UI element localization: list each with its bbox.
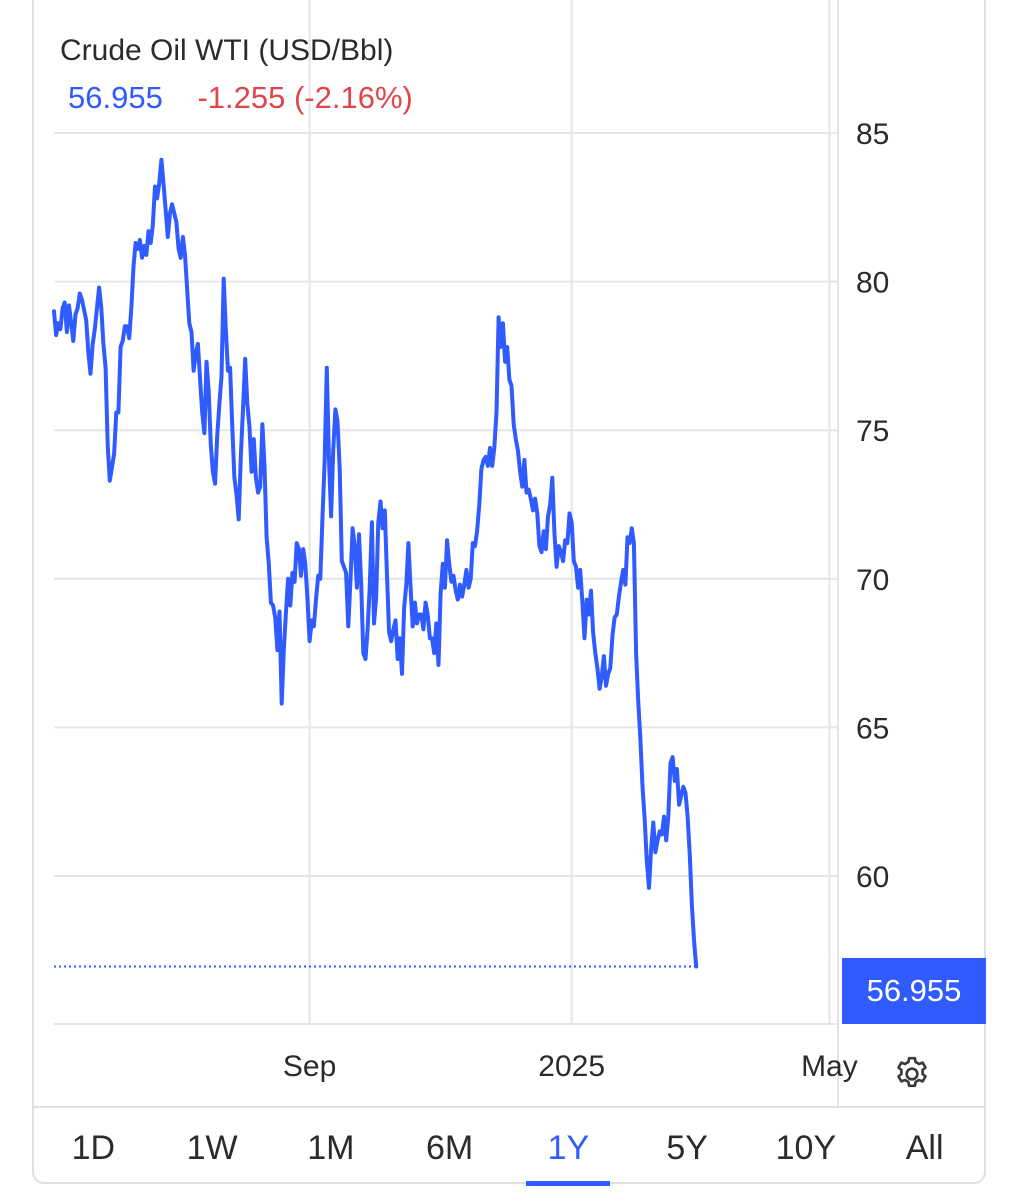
last-price-tag: 56.955	[842, 958, 986, 1025]
settings-button[interactable]	[888, 1050, 936, 1098]
last-price: 56.955	[68, 80, 163, 115]
chart-frame	[32, 0, 986, 1184]
range-tab-1d[interactable]: 1D	[71, 1129, 116, 1167]
y-tick-label: 65	[856, 712, 889, 745]
x-tick-label: May	[801, 1050, 858, 1083]
price-change: -1.255 (-2.16%)	[197, 80, 412, 115]
x-grid-lines	[308, 0, 831, 1024]
chart-title: Crude Oil WTI (USD/Bbl)	[60, 34, 393, 67]
x-tick-label: 2025	[538, 1050, 605, 1083]
y-tick-label: 60	[856, 861, 889, 894]
y-tick-label: 80	[856, 267, 889, 300]
header-values: 56.955 -1.255 (-2.16%)	[68, 80, 413, 115]
price-series-line	[52, 157, 699, 969]
y-tick-labels: 85 80 75 70 65 60	[856, 118, 889, 894]
y-tick-label: 75	[856, 415, 889, 448]
range-tab-5y[interactable]: 5Y	[666, 1129, 708, 1167]
gear-icon	[897, 1056, 927, 1088]
y-tick-label: 70	[856, 564, 889, 597]
time-range-bar: 1D 1W 1M 6M 1Y 5Y 10Y All	[34, 1106, 984, 1182]
range-tab-1y[interactable]: 1Y	[509, 1108, 628, 1182]
range-tab-all[interactable]: All	[905, 1129, 944, 1167]
y-tick-label: 85	[856, 118, 889, 151]
x-tick-labels: Sep 2025 May	[283, 1050, 858, 1083]
x-tick-label: Sep	[283, 1050, 336, 1083]
range-tab-10y[interactable]: 10Y	[775, 1129, 837, 1167]
range-tab-1m[interactable]: 1M	[307, 1129, 355, 1167]
range-tab-1w[interactable]: 1W	[186, 1129, 238, 1167]
y-grid-lines	[54, 132, 838, 877]
range-tab-6m[interactable]: 6M	[426, 1129, 474, 1167]
